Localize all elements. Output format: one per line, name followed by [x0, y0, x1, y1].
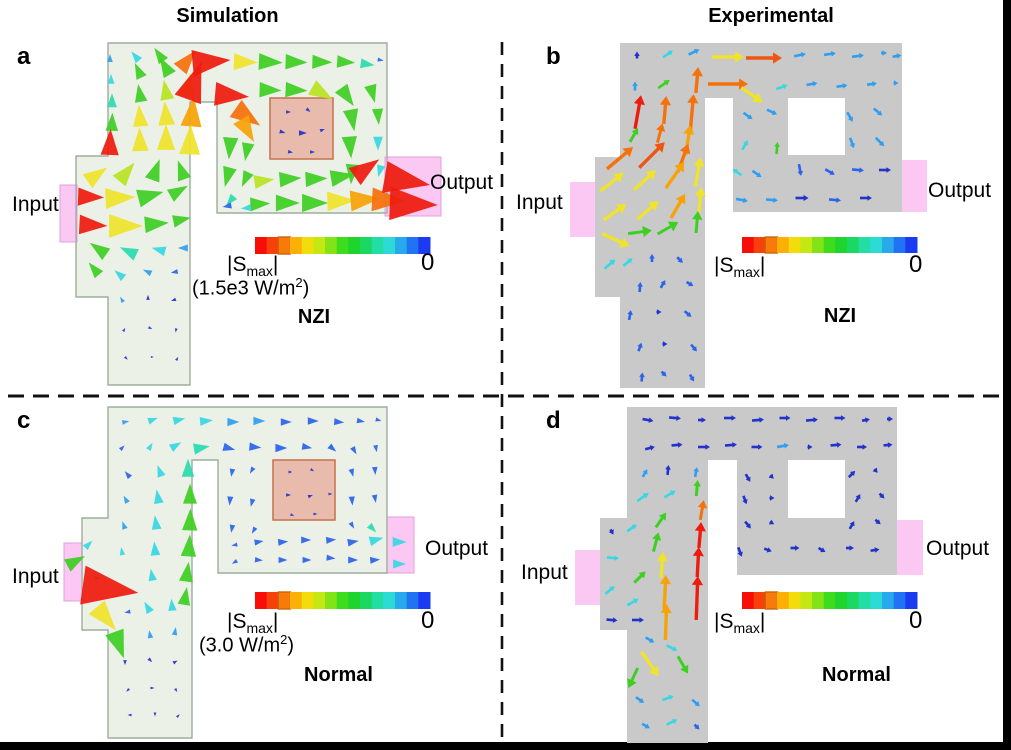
panel-letter-b: b: [546, 43, 561, 70]
vector-field-b: [599, 48, 902, 382]
condition-label-a: NZI: [297, 306, 331, 328]
output-label-d: Output: [926, 537, 990, 560]
input-label-d: Input: [521, 561, 568, 584]
output-label-a: Output: [430, 171, 494, 194]
colorbar-c: [255, 591, 431, 610]
input-label-a: Input: [12, 193, 59, 216]
smax-label-a: |Smax|: [227, 253, 279, 280]
column-title-simulation: Simulation: [176, 5, 279, 27]
output-label-b: Output: [928, 179, 992, 202]
panel-d: [575, 407, 923, 743]
condition-label-b: NZI: [823, 305, 857, 327]
panel-a: [59, 42, 442, 386]
output-port-b: [902, 160, 927, 212]
dividers: [8, 42, 999, 741]
panel-letter-d: d: [546, 407, 561, 434]
colorbar-zero-b: 0: [909, 251, 923, 278]
input-port-d: [575, 550, 600, 605]
colorbar-zero-c: 0: [421, 607, 435, 634]
condition-label-c: Normal: [304, 664, 373, 686]
output-label-c: Output: [425, 537, 489, 560]
vector-field-a: [77, 47, 438, 361]
units-label-c: (3.0 W/m2): [199, 632, 295, 657]
condition-label-d: Normal: [822, 664, 891, 686]
hole-square-d: [788, 460, 845, 518]
output-port-d: [897, 520, 923, 575]
units-label-a: (1.5e3 W/m2): [192, 275, 310, 300]
hole-square-b: [788, 98, 845, 155]
colorbar-a: [255, 236, 431, 255]
right-black-bar: [1003, 0, 1011, 750]
panel-letter-c: c: [17, 407, 31, 434]
smax-label-c: |Smax|: [227, 610, 279, 637]
input-port-c: [63, 542, 83, 602]
obstacle-square-a: [269, 97, 334, 160]
colorbar-d: [742, 591, 918, 610]
obstacle-square-c: [272, 459, 336, 521]
vector-field-c: [64, 416, 407, 719]
panel-letter-a: a: [17, 43, 31, 70]
bottom-black-bar: [0, 742, 1011, 750]
input-port-b: [570, 182, 595, 237]
panel-c: [63, 406, 431, 739]
colorbar-zero-a: 0: [421, 249, 435, 276]
smax-label-d: |Smax|: [714, 610, 766, 637]
colorbar-zero-d: 0: [909, 607, 923, 634]
input-label-b: Input: [516, 191, 563, 214]
smax-label-b: |Smax|: [714, 254, 766, 281]
vector-field-d: [604, 415, 893, 730]
colorbar-b: [742, 236, 918, 254]
panel-b: [570, 43, 927, 388]
column-title-experimental: Experimental: [708, 5, 834, 27]
input-port-a: [59, 184, 78, 243]
input-label-c: Input: [12, 565, 59, 588]
